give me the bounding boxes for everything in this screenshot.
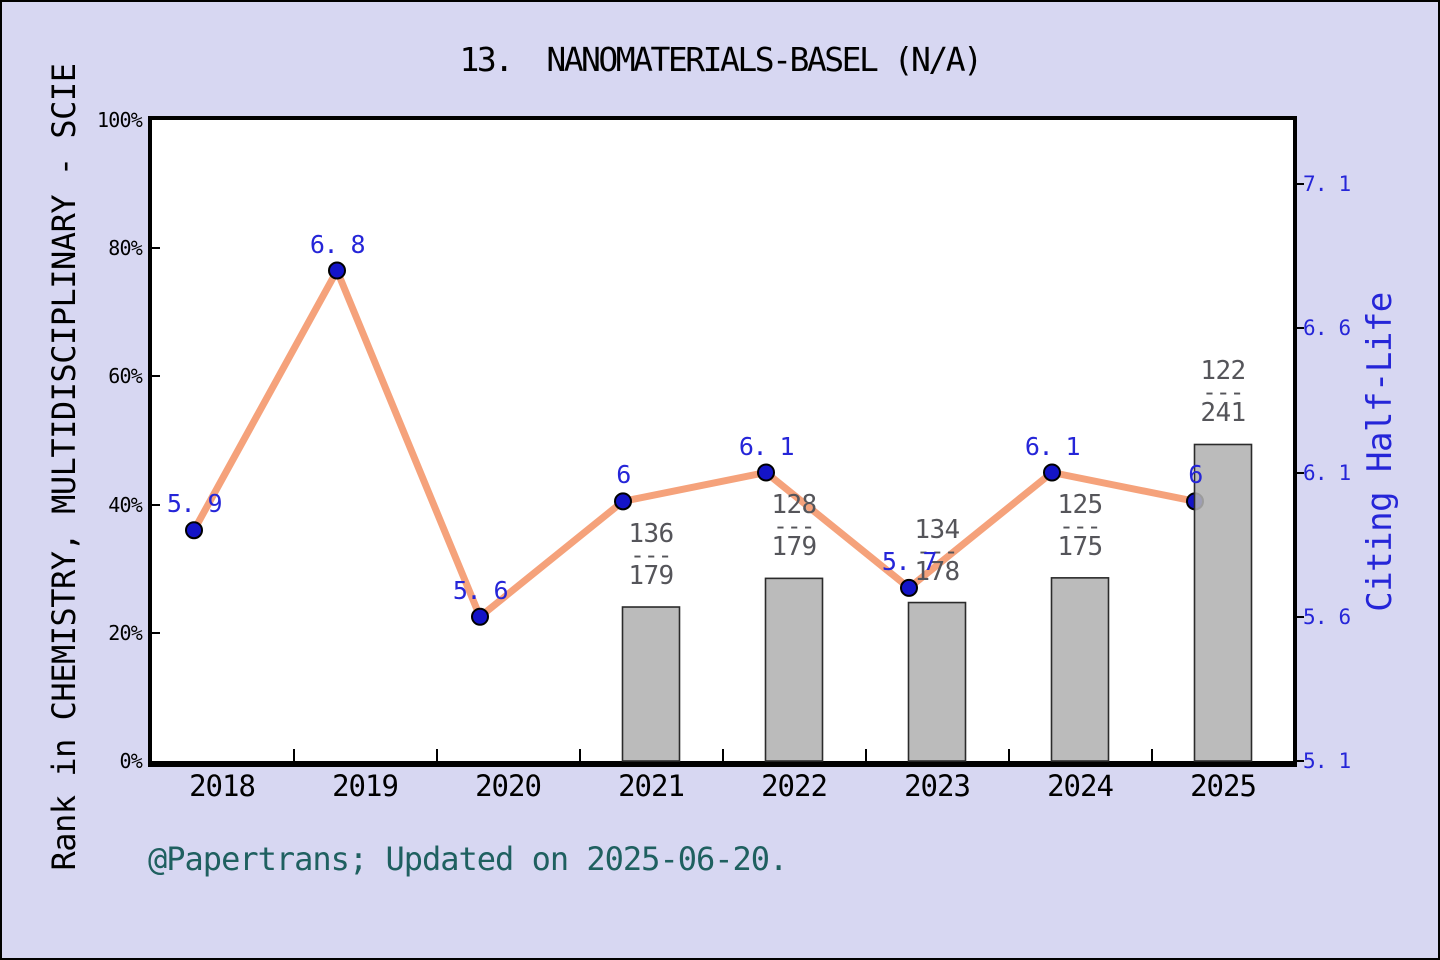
- right-axis-tick-label: 6. 1: [1303, 460, 1351, 485]
- right-axis-tickmark: [1297, 471, 1304, 474]
- rank-fraction-label: 122 --- 241: [1200, 356, 1246, 429]
- x-axis-tickmark: [1150, 749, 1153, 761]
- left-axis-tickmark: [152, 375, 160, 378]
- right-axis-tickmark: [1297, 760, 1304, 762]
- watermark-footer: @Papertrans; Updated on 2025-06-20.: [148, 840, 788, 878]
- right-axis-tick-label: 7. 1: [1303, 172, 1351, 196]
- right-axis-title: Citing Half-Life: [1360, 292, 1400, 612]
- right-axis-tickmark: [1297, 327, 1304, 330]
- point-value-label: 6: [1188, 460, 1203, 490]
- left-axis-tickmark: [152, 247, 160, 250]
- point-value-label: 6. 1: [1024, 431, 1081, 461]
- left-axis-tick-label: 100%: [97, 108, 143, 132]
- right-axis-tick-label: 6. 6: [1303, 316, 1351, 341]
- x-axis-tickmark: [578, 749, 581, 761]
- rank-fraction-label: 125 --- 175: [1057, 489, 1103, 562]
- left-axis-tick-label: 0%: [119, 749, 143, 773]
- point-value-label: 5. 6: [452, 575, 509, 605]
- rank-fraction-label: 136 --- 179: [628, 519, 674, 592]
- plot-area: [148, 116, 1297, 767]
- point-value-label: 6: [616, 460, 631, 490]
- left-axis-tick-label: 60%: [108, 364, 143, 389]
- left-axis-tickmark: [152, 503, 160, 506]
- left-axis-tick-label: 20%: [108, 620, 143, 645]
- x-axis-year-label: 2021: [618, 769, 685, 803]
- x-axis-year-label: 2022: [761, 769, 828, 803]
- left-axis-tickmark: [152, 631, 160, 634]
- x-axis-tickmark: [721, 749, 724, 761]
- rank-fraction-label: 134 --- 178: [914, 514, 960, 587]
- x-axis-year-label: 2018: [189, 769, 256, 803]
- x-axis-tickmark: [1007, 749, 1010, 761]
- right-axis-tick-label: 5. 6: [1303, 604, 1351, 629]
- point-value-label: 5. 7: [881, 546, 938, 576]
- x-axis-year-label: 2024: [1047, 769, 1114, 803]
- x-axis-year-label: 2023: [904, 769, 971, 803]
- left-axis-tick-label: 40%: [108, 492, 143, 517]
- point-value-label: 6. 8: [309, 229, 366, 259]
- right-axis-tickmark: [1297, 183, 1304, 185]
- x-axis-tickmark: [864, 749, 867, 761]
- x-axis-tickmark: [292, 749, 295, 761]
- right-axis-tick-label: 5. 1: [1303, 749, 1351, 773]
- left-axis-tick-label: 80%: [108, 236, 143, 261]
- x-axis-tickmark: [435, 749, 438, 761]
- chart-title: 13. NANOMATERIALS-BASEL (N/A): [459, 40, 983, 79]
- x-axis-year-label: 2025: [1190, 769, 1257, 803]
- x-axis-year-label: 2020: [475, 769, 542, 803]
- right-axis-tickmark: [1297, 615, 1304, 618]
- rank-fraction-label: 128 --- 179: [771, 490, 817, 563]
- point-value-label: 5. 9: [166, 489, 223, 519]
- x-axis-year-label: 2019: [332, 769, 399, 803]
- point-value-label: 6. 1: [738, 431, 795, 461]
